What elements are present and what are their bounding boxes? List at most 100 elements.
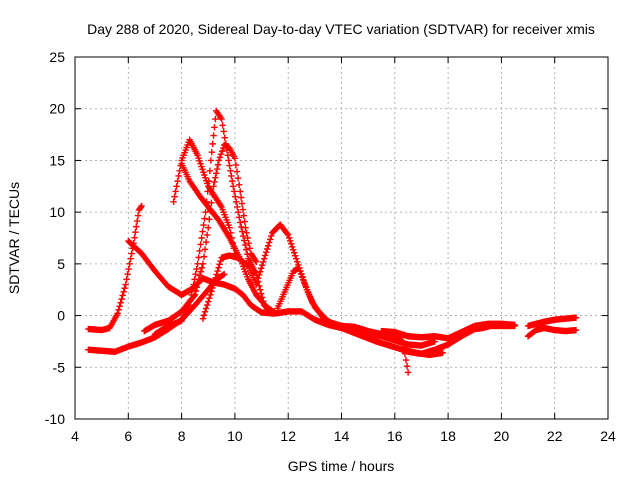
y-tick-label: -5 xyxy=(53,359,66,375)
data-point-marker xyxy=(285,231,292,239)
data-point-marker xyxy=(214,161,222,168)
data-point-marker xyxy=(216,154,224,161)
x-tick-label: 8 xyxy=(178,428,186,444)
data-point-marker xyxy=(115,306,122,314)
data-point-marker xyxy=(212,274,219,282)
data-point-marker xyxy=(125,265,132,273)
data-point-marker xyxy=(211,124,218,131)
data-point-marker xyxy=(240,212,247,219)
data-point-marker xyxy=(208,148,216,156)
data-point-marker xyxy=(222,140,230,148)
data-point-marker xyxy=(199,315,207,322)
data-point-marker xyxy=(172,188,179,195)
data-point-marker xyxy=(203,301,211,309)
series-track-1 xyxy=(85,202,145,334)
data-point-marker xyxy=(235,208,242,216)
data-point-marker xyxy=(213,165,221,173)
data-point-marker xyxy=(205,224,212,231)
data-point-marker xyxy=(264,245,271,253)
data-point-marker xyxy=(256,282,263,290)
data-point-marker xyxy=(210,132,217,139)
data-point-marker xyxy=(239,228,246,235)
data-point-marker xyxy=(196,247,203,255)
data-point-marker xyxy=(243,229,250,237)
data-point-marker xyxy=(220,128,227,135)
data-point-marker xyxy=(187,296,194,304)
data-point-marker xyxy=(197,268,205,275)
series-track-13 xyxy=(524,324,580,340)
data-point-marker xyxy=(287,240,295,248)
data-point-marker xyxy=(210,281,217,288)
data-point-marker xyxy=(205,177,212,185)
data-point-marker xyxy=(260,258,267,266)
data-point-marker xyxy=(123,276,130,283)
data-point-marker xyxy=(237,188,244,195)
data-point-marker xyxy=(213,170,220,177)
data-point-marker xyxy=(291,252,299,259)
data-point-marker xyxy=(193,283,201,291)
data-point-marker xyxy=(221,271,228,278)
data-point-marker xyxy=(128,250,135,257)
data-point-marker xyxy=(233,168,241,175)
data-point-marker xyxy=(133,223,140,230)
data-point-marker xyxy=(298,273,306,280)
data-point-marker xyxy=(258,265,265,272)
data-point-marker xyxy=(218,115,225,123)
data-point-marker xyxy=(296,267,304,275)
data-point-marker xyxy=(289,246,297,253)
data-point-marker xyxy=(171,193,178,200)
x-tick-label: 12 xyxy=(280,428,296,444)
data-point-marker xyxy=(245,239,252,247)
series-track-6 xyxy=(151,107,276,338)
data-point-marker xyxy=(228,172,235,180)
data-point-marker xyxy=(198,264,206,271)
data-point-marker xyxy=(225,157,232,164)
data-point-marker xyxy=(233,198,240,205)
data-point-marker xyxy=(127,255,134,262)
data-point-marker xyxy=(266,239,273,246)
data-point-marker xyxy=(116,303,123,310)
data-point-marker xyxy=(202,238,210,246)
data-point-marker xyxy=(261,255,268,262)
x-tick-label: 4 xyxy=(71,428,79,444)
data-point-marker xyxy=(227,167,234,174)
data-point-marker xyxy=(215,157,223,164)
data-point-marker xyxy=(232,161,240,169)
data-point-marker xyxy=(243,246,250,253)
data-point-marker xyxy=(196,272,204,279)
data-point-marker xyxy=(114,310,121,317)
data-point-marker xyxy=(189,286,196,293)
data-point-marker xyxy=(173,183,180,190)
data-point-marker xyxy=(399,338,406,345)
data-point-marker xyxy=(197,241,204,248)
series-track-7 xyxy=(178,160,279,316)
data-point-marker xyxy=(246,245,254,252)
data-point-marker xyxy=(122,281,129,288)
data-point-marker xyxy=(404,369,412,376)
data-point-marker xyxy=(216,261,223,268)
data-point-marker xyxy=(211,277,218,285)
data-point-marker xyxy=(297,270,305,277)
data-point-marker xyxy=(262,252,269,259)
data-point-marker xyxy=(217,257,224,265)
data-point-marker xyxy=(224,152,231,159)
chart-title: Day 288 of 2020, Sidereal Day-to-day VTE… xyxy=(87,21,595,37)
data-point-marker xyxy=(192,271,199,278)
data-point-marker xyxy=(209,140,216,148)
data-point-marker xyxy=(215,264,222,271)
data-point-marker xyxy=(202,208,209,216)
data-point-marker xyxy=(195,254,202,261)
data-point-marker xyxy=(209,284,216,292)
data-point-marker xyxy=(200,312,208,319)
data-point-marker xyxy=(202,305,210,312)
data-point-marker xyxy=(252,257,259,264)
data-point-marker xyxy=(253,258,260,265)
data-point-marker xyxy=(120,288,127,295)
data-point-marker xyxy=(132,228,139,236)
data-point-marker xyxy=(511,322,518,330)
data-point-marker xyxy=(194,260,201,268)
data-point-marker xyxy=(572,326,580,334)
data-point-marker xyxy=(126,260,133,268)
data-point-marker xyxy=(206,216,213,223)
data-point-marker xyxy=(257,286,264,293)
